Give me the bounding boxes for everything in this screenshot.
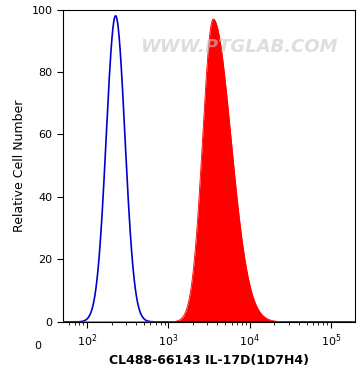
Text: 0: 0 (34, 341, 41, 351)
X-axis label: CL488-66143 IL-17D(1D7H4): CL488-66143 IL-17D(1D7H4) (109, 354, 309, 367)
Y-axis label: Relative Cell Number: Relative Cell Number (13, 100, 26, 232)
Text: WWW.PTGLAB.COM: WWW.PTGLAB.COM (140, 38, 337, 56)
